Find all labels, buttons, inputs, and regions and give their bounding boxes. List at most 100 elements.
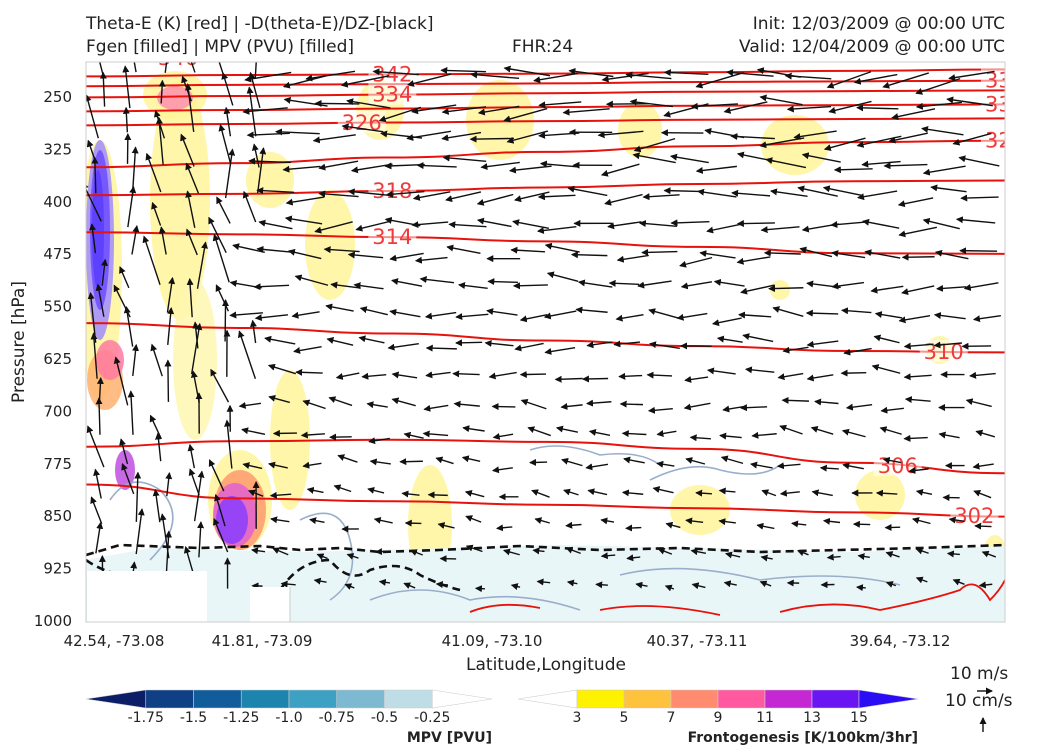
wind-vector-456 <box>756 522 775 530</box>
wind-vector-271 <box>387 343 419 351</box>
wind-vector-279 <box>649 341 680 349</box>
wind-vector-379 <box>154 432 162 462</box>
wind-vector-482 <box>657 547 673 555</box>
fgen-colorbar-swatch-0 <box>517 689 578 709</box>
mpv-colorbar-label: MPV [PVU] <box>407 730 492 746</box>
surface-302-c <box>779 579 1005 613</box>
wind-vector-122 <box>256 187 295 195</box>
wind-vector-63 <box>246 86 257 137</box>
wind-vector-325 <box>268 394 290 404</box>
fill-region-22 <box>246 152 294 208</box>
wind-vector-230 <box>936 284 967 292</box>
wind-vector-511 <box>664 584 675 592</box>
wind-vector-303 <box>488 371 517 380</box>
wind-vector-473 <box>375 548 391 556</box>
wind-vector-237 <box>229 311 263 319</box>
wind-vector-176 <box>158 226 167 255</box>
wind-vector-171 <box>898 226 937 238</box>
theta-e-contour-326 <box>86 117 1005 127</box>
wind-vector-163 <box>638 220 677 228</box>
wind-vector-476 <box>465 544 483 553</box>
wind-vector-333 <box>520 398 547 410</box>
wind-vector-69 <box>406 130 452 141</box>
wind-vector-284 <box>806 340 839 348</box>
wind-vector-14 <box>503 65 551 77</box>
mpv-colorbar-tick-5: -0.5 <box>371 710 398 726</box>
wind-vector-42 <box>477 105 520 116</box>
wind-vector-513 <box>723 580 737 588</box>
wind-vector-488 <box>857 553 870 561</box>
wind-vector-110 <box>801 152 841 163</box>
dashed-contour-upper <box>86 543 1005 557</box>
wind-vector-81 <box>793 130 837 141</box>
theta-e-contour-306 <box>86 438 1005 475</box>
wind-vector-429 <box>811 489 833 497</box>
wind-vector-170 <box>862 218 900 229</box>
y-tick-325: 325 <box>43 140 72 158</box>
mpv-colorbar-tick-3: -1.0 <box>275 710 302 726</box>
wind-vector-247 <box>543 310 577 320</box>
wind-vector-182 <box>323 246 360 254</box>
fgen-colorbar-swatch-2 <box>623 689 672 709</box>
wind-vector-89 <box>155 116 164 165</box>
wind-key-horizontal: 10 m/s <box>950 664 1009 684</box>
wind-vector-474 <box>409 549 423 556</box>
wind-vector-34 <box>248 71 261 109</box>
wind-vector-442 <box>309 517 325 525</box>
wind-vector-490 <box>915 547 929 555</box>
wind-vector-53 <box>828 100 872 114</box>
wind-vector-82 <box>823 137 866 152</box>
wind-vector-425 <box>695 489 712 497</box>
wind-vector-51 <box>759 94 803 106</box>
fgen-colorbar-swatch-4 <box>717 689 766 709</box>
wind-vector-232 <box>95 283 105 317</box>
wind-vector-142 <box>897 197 934 208</box>
wind-vector-491 <box>946 550 960 558</box>
wind-vector-238 <box>254 314 289 322</box>
wind-vector-43 <box>503 107 548 123</box>
wind-vector-385 <box>337 454 358 463</box>
wind-vector-327 <box>328 396 353 407</box>
wind-vector-160 <box>536 225 577 234</box>
wind-vector-487 <box>826 553 841 561</box>
wind-vector-175 <box>131 225 140 255</box>
wind-vector-191 <box>616 254 649 263</box>
wind-vector-450 <box>565 521 582 529</box>
wind-vector-376 <box>975 429 996 438</box>
y-tick-400: 400 <box>43 193 72 211</box>
wind-vector-119 <box>185 162 200 194</box>
wind-vector-111 <box>833 166 873 174</box>
wind-vector-363 <box>555 425 579 433</box>
wind-vector-437 <box>152 488 161 523</box>
wind-vector-213 <box>391 278 423 287</box>
wind-vector-219 <box>577 279 613 288</box>
wind-vector-401 <box>842 462 864 470</box>
wind-vector-35 <box>242 107 288 115</box>
wind-vector-350 <box>149 414 162 439</box>
wind-vector-37 <box>314 99 360 107</box>
wind-vector-159 <box>512 219 550 230</box>
contour-label-330: 330 <box>985 92 1025 116</box>
wind-vector-153 <box>314 221 353 234</box>
wind-vector-500 <box>313 577 327 585</box>
wind-vector-323 <box>210 368 230 403</box>
wind-vector-380 <box>187 443 196 469</box>
wind-vector-438 <box>193 470 205 522</box>
wind-vector-1 <box>133 62 137 73</box>
wind-vector-246 <box>519 314 548 323</box>
wind-vector-165 <box>706 223 743 234</box>
wind-vector-262 <box>123 305 134 347</box>
wind-vector-242 <box>389 308 421 318</box>
wind-vector-386 <box>369 458 391 466</box>
wind-vector-180 <box>256 245 291 253</box>
mpv-colorbar-tick-2: -1.25 <box>223 710 259 726</box>
fill-region-6 <box>150 80 210 320</box>
wind-vector-235 <box>186 277 194 318</box>
wind-vector-485 <box>760 554 773 562</box>
wind-vector-23 <box>784 72 832 80</box>
wind-vector-302 <box>452 370 480 378</box>
wind-vector-439 <box>214 493 226 527</box>
wind-vector-417 <box>427 491 448 499</box>
terrain-block-1 <box>250 587 290 622</box>
contour-label-bg-302 <box>950 503 999 526</box>
